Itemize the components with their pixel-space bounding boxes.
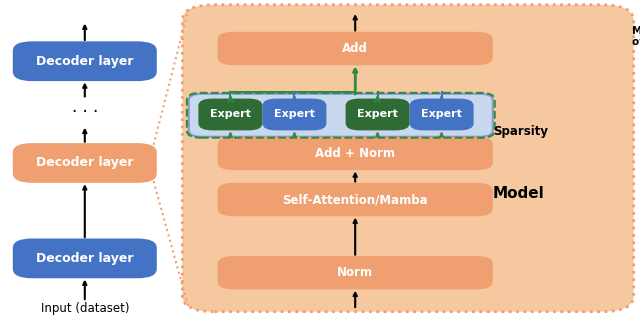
Text: Norm: Norm — [337, 266, 373, 279]
FancyBboxPatch shape — [262, 99, 326, 130]
FancyBboxPatch shape — [189, 94, 493, 137]
FancyBboxPatch shape — [218, 32, 493, 65]
Text: Expert: Expert — [274, 109, 315, 120]
Text: Mixture
of Experts: Mixture of Experts — [632, 26, 640, 47]
FancyBboxPatch shape — [218, 183, 493, 216]
Text: Decoder layer: Decoder layer — [36, 252, 134, 265]
Text: Decoder layer: Decoder layer — [36, 55, 134, 68]
FancyBboxPatch shape — [218, 137, 493, 170]
Text: Input (dataset): Input (dataset) — [40, 302, 129, 315]
FancyBboxPatch shape — [182, 5, 634, 312]
Text: Decoder layer: Decoder layer — [36, 156, 134, 169]
FancyBboxPatch shape — [13, 143, 157, 183]
Text: Sparsity: Sparsity — [493, 125, 548, 138]
FancyBboxPatch shape — [410, 99, 474, 130]
Text: · · ·: · · · — [72, 103, 98, 121]
Text: Expert: Expert — [357, 109, 398, 120]
FancyBboxPatch shape — [218, 256, 493, 289]
FancyBboxPatch shape — [13, 238, 157, 278]
Text: Add: Add — [342, 42, 368, 55]
FancyBboxPatch shape — [198, 99, 262, 130]
Text: Self-Attention/Mamba: Self-Attention/Mamba — [282, 193, 428, 206]
Text: Expert: Expert — [210, 109, 251, 120]
FancyBboxPatch shape — [13, 41, 157, 81]
Text: Model: Model — [493, 186, 545, 202]
FancyBboxPatch shape — [346, 99, 410, 130]
Text: Expert: Expert — [421, 109, 462, 120]
Text: Add + Norm: Add + Norm — [315, 147, 395, 160]
